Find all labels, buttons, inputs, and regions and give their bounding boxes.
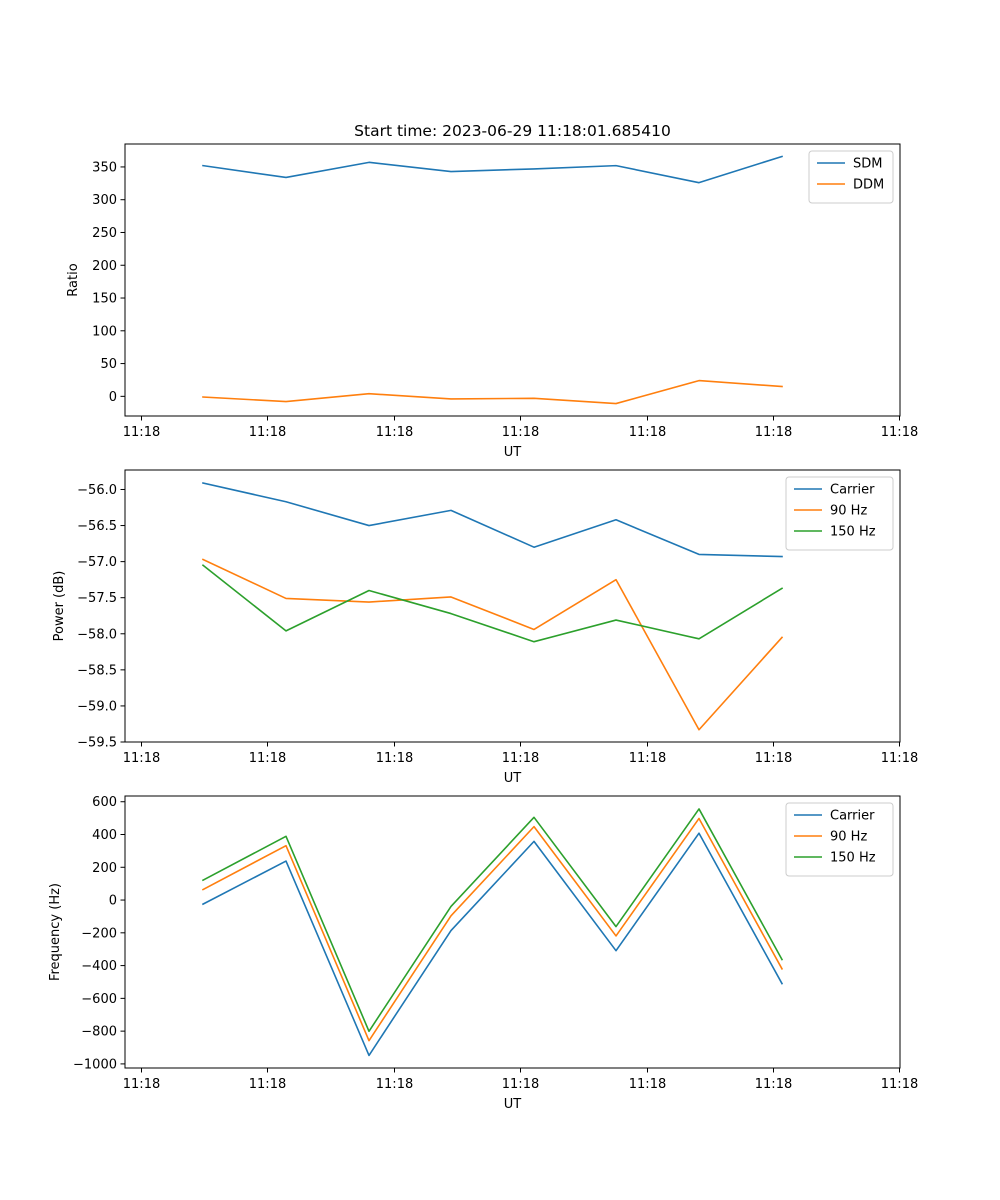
y-tick-label: −600	[81, 992, 117, 1007]
x-tick-label: 11:18	[376, 751, 413, 766]
x-tick-label: 11:18	[123, 751, 160, 766]
legend-label: 150 Hz	[830, 525, 876, 540]
x-tick-label: 11:18	[502, 751, 539, 766]
y-tick-label: 200	[92, 861, 117, 876]
y-tick-label: −400	[81, 959, 117, 974]
axes-frame	[124, 143, 901, 417]
y-tick-label: 0	[109, 894, 117, 909]
series-line-sdm	[202, 155, 784, 184]
legend-label: 90 Hz	[830, 830, 867, 845]
series-line-carrier	[202, 482, 783, 558]
y-tick-label: 250	[92, 226, 117, 241]
x-tick-label: 11:18	[629, 751, 666, 766]
series-line-150-hz	[201, 808, 784, 1033]
x-tick-label: 11:18	[502, 425, 539, 440]
y-tick-label: 350	[92, 160, 117, 175]
x-tick-label: 11:18	[376, 425, 413, 440]
legend: Carrier 90 Hz 150 Hz	[785, 476, 894, 551]
legend: SDM DDM	[808, 150, 894, 204]
x-axis-label: UT	[504, 771, 522, 786]
y-tick-label: 300	[92, 193, 117, 208]
series-line-ddm	[202, 379, 783, 405]
legend: Carrier 90 Hz 150 Hz	[785, 802, 894, 877]
x-tick-label: 11:18	[755, 425, 792, 440]
x-tick-label: 11:18	[123, 1077, 160, 1092]
plot-area	[125, 144, 900, 416]
chart-title: Start time: 2023-06-29 11:18:01.685410	[354, 122, 671, 140]
x-tick-label: 11:18	[123, 425, 160, 440]
y-tick-label: 400	[92, 828, 117, 843]
legend-label: 90 Hz	[830, 504, 867, 519]
x-tick-label: 11:18	[249, 425, 286, 440]
y-tick-label: −56.0	[77, 483, 117, 498]
x-axis-label: UT	[504, 1097, 522, 1112]
y-tick-label: −58.5	[77, 663, 117, 678]
x-tick-label: 11:18	[881, 425, 918, 440]
series-line-90-hz	[201, 817, 784, 1042]
x-tick-label: 11:18	[755, 1077, 792, 1092]
legend-box	[808, 150, 894, 204]
series-line-90-hz	[201, 558, 784, 731]
plot-area	[125, 470, 900, 742]
x-tick-label: 11:18	[376, 1077, 413, 1092]
y-axis-label: Ratio	[66, 263, 81, 296]
y-tick-label: −58.0	[77, 627, 117, 642]
legend-label: DDM	[853, 178, 884, 193]
y-tick-label: 600	[92, 795, 117, 810]
y-tick-label: −57.0	[77, 555, 117, 570]
subplot-3: 11:18 11:18 11:18 11:18 11:18 11:18 11:18 600 40…	[48, 795, 918, 1112]
axes-frame	[124, 795, 901, 1069]
y-tick-label: −59.0	[77, 699, 117, 714]
x-tick-label: 11:18	[502, 1077, 539, 1092]
y-axis-label: Frequency (Hz)	[48, 883, 63, 981]
legend-label: Carrier	[830, 809, 875, 824]
y-tick-label: 200	[92, 259, 117, 274]
y-tick-label: 150	[92, 292, 117, 307]
legend-label: Carrier	[830, 483, 875, 498]
y-tick-label: 50	[100, 357, 117, 372]
plot-area	[125, 796, 900, 1068]
y-tick-label: 100	[92, 324, 117, 339]
legend-label: SDM	[853, 157, 882, 172]
x-tick-label: 11:18	[755, 751, 792, 766]
y-tick-label: −59.5	[77, 736, 117, 751]
subplot-1: 11:18 11:18 11:18 11:18 11:18 11:18 11:18 0 50 10…	[66, 122, 918, 460]
axes-frame	[124, 469, 901, 743]
y-tick-label: −57.5	[77, 591, 117, 606]
subplot-2: 11:18 11:18 11:18 11:18 11:18 11:18 11:18 −56.0…	[52, 469, 918, 786]
series-line-150-hz	[201, 564, 784, 643]
x-tick-label: 11:18	[249, 1077, 286, 1092]
x-axis-label: UT	[504, 445, 522, 460]
y-tick-label: −200	[81, 926, 117, 941]
y-tick-label: 0	[109, 390, 117, 405]
x-tick-label: 11:18	[881, 751, 918, 766]
y-tick-label: −56.5	[77, 519, 117, 534]
legend-label: 150 Hz	[830, 851, 876, 866]
x-tick-label: 11:18	[249, 751, 286, 766]
y-axis-label: Power (dB)	[52, 571, 67, 642]
series-line-carrier	[201, 832, 784, 1057]
y-tick-label: −800	[81, 1025, 117, 1040]
x-tick-label: 11:18	[629, 425, 666, 440]
x-tick-label: 11:18	[881, 1077, 918, 1092]
y-tick-label: −1000	[73, 1057, 117, 1072]
x-tick-label: 11:18	[629, 1077, 666, 1092]
